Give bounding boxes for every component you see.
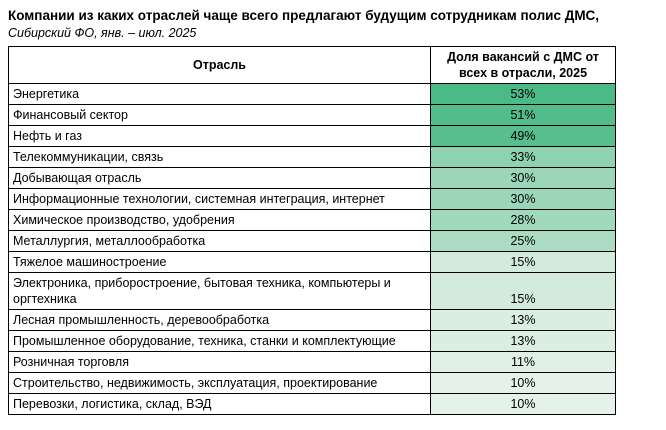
table-row: Промышленное оборудование, техника, стан… <box>8 330 616 352</box>
dms-share-cell: 15% <box>430 272 616 310</box>
table-row: Добывающая отрасль 30% <box>8 167 616 189</box>
dms-share-cell: 28% <box>430 209 616 231</box>
industry-cell: Добывающая отрасль <box>8 167 431 189</box>
table-row: Лесная промышленность, деревообработка 13… <box>8 309 616 331</box>
dms-share-cell: 10% <box>430 393 616 415</box>
dms-share-cell: 13% <box>430 309 616 331</box>
table-body: Энергетика 53% Финансовый сектор 51% Нефть и… <box>8 83 616 415</box>
industry-cell: Строительство, недвижимость, эксплуатаци… <box>8 372 431 394</box>
header-row: Отрасль Доля вакансий с ДМС от всех в от… <box>8 46 616 84</box>
dms-share-cell: 10% <box>430 372 616 394</box>
table-row: Розничная торговля 11% <box>8 351 616 373</box>
table-row: Металлургия, металлообработка 25% <box>8 230 616 252</box>
table-row: Тяжелое машиностроение 15% <box>8 251 616 273</box>
table-row: Информационные технологии, системная инт… <box>8 188 616 210</box>
dms-share-cell: 30% <box>430 188 616 210</box>
industry-cell: Розничная торговля <box>8 351 431 373</box>
dms-share-cell: 30% <box>430 167 616 189</box>
industries-dms-table: Отрасль Доля вакансий с ДМС от всех в от… <box>8 46 616 415</box>
table-row: Финансовый сектор 51% <box>8 104 616 126</box>
industry-cell: Тяжелое машиностроение <box>8 251 431 273</box>
industry-cell: Информационные технологии, системная инт… <box>8 188 431 210</box>
industry-cell: Химическое производство, удобрения <box>8 209 431 231</box>
page-title: Компании из каких отраслей чаще всего пр… <box>8 8 600 23</box>
header-cell-industry: Отрасль <box>8 46 431 84</box>
table-row: Телекоммуникации, связь 33% <box>8 146 616 168</box>
table-row: Перевозки, логистика, склад, ВЭД 10% <box>8 393 616 415</box>
industry-cell: Металлургия, металлообработка <box>8 230 431 252</box>
dms-share-cell: 53% <box>430 83 616 105</box>
industry-cell: Телекоммуникации, связь <box>8 146 431 168</box>
table-row: Электроника, приборостроение, бытовая те… <box>8 272 616 310</box>
table-row: Энергетика 53% <box>8 83 616 105</box>
dms-share-cell: 15% <box>430 251 616 273</box>
industry-cell: Электроника, приборостроение, бытовая те… <box>8 272 431 310</box>
industry-cell: Финансовый сектор <box>8 104 431 126</box>
header-cell-dms-share: Доля вакансий с ДМС от всех в отрасли, 2… <box>430 46 616 84</box>
dms-share-cell: 51% <box>430 104 616 126</box>
table-header: Отрасль Доля вакансий с ДМС от всех в от… <box>8 46 616 84</box>
table-row: Строительство, недвижимость, эксплуатаци… <box>8 372 616 394</box>
industry-cell: Лесная промышленность, деревообработка <box>8 309 431 331</box>
dms-share-cell: 33% <box>430 146 616 168</box>
dms-share-cell: 11% <box>430 351 616 373</box>
page-subtitle: Сибирский ФО, янв. – июл. 2025 <box>8 26 197 40</box>
dms-share-cell: 49% <box>430 125 616 147</box>
industry-cell: Нефть и газ <box>8 125 431 147</box>
table-row: Нефть и газ 49% <box>8 125 616 147</box>
industry-cell: Промышленное оборудование, техника, стан… <box>8 330 431 352</box>
table-row: Химическое производство, удобрения 28% <box>8 209 616 231</box>
industry-cell: Энергетика <box>8 83 431 105</box>
dms-share-cell: 25% <box>430 230 616 252</box>
dms-share-cell: 13% <box>430 330 616 352</box>
industry-cell: Перевозки, логистика, склад, ВЭД <box>8 393 431 415</box>
